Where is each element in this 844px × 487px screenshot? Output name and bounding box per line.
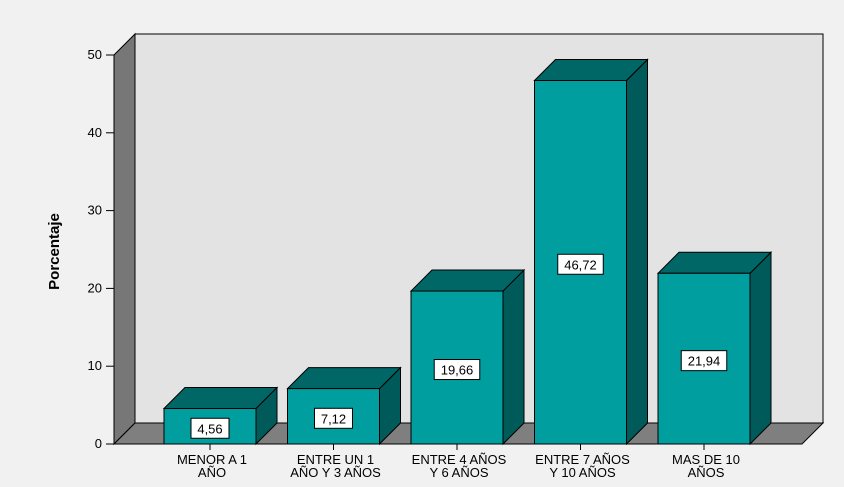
category-label: ENTRE 4 AÑOS — [412, 452, 507, 467]
data-label-box — [190, 417, 230, 439]
data-label: 19,66 — [441, 363, 474, 378]
category-label: AÑOS — [688, 465, 725, 480]
bar-side-face — [749, 251, 772, 446]
category-label: Y 6 AÑOS — [429, 465, 488, 480]
plot-left-wall — [113, 32, 136, 446]
category-label: ENTRE 7 AÑOS — [535, 452, 630, 467]
bar-side-face — [502, 268, 525, 446]
category-label: MENOR A 1 — [177, 452, 247, 467]
y-tick-label: 30 — [88, 203, 102, 218]
category-label: AÑO Y 3 AÑOS — [290, 465, 381, 480]
category-label: MAS DE 10 — [672, 452, 740, 467]
data-label: 4,56 — [197, 421, 222, 436]
category-label: ENTRE UN 1 — [297, 452, 374, 467]
category-label: AÑO — [198, 465, 226, 480]
data-label-box — [314, 407, 353, 429]
data-label: 46,72 — [564, 257, 597, 272]
y-tick-label: 0 — [95, 436, 102, 451]
data-label: 21,94 — [688, 354, 721, 369]
data-label: 7,12 — [321, 411, 346, 426]
data-label-box — [557, 253, 604, 275]
data-label-box — [680, 350, 728, 372]
y-tick-label: 10 — [88, 358, 102, 373]
category-label: Y 10 AÑOS — [549, 465, 616, 480]
y-axis-title: Porcentaje — [46, 213, 63, 290]
y-tick-label: 50 — [88, 47, 102, 62]
bar-side-face — [626, 58, 648, 446]
data-label-box — [433, 359, 481, 381]
y-tick-label: 40 — [88, 125, 102, 140]
y-tick-label: 20 — [88, 280, 102, 295]
